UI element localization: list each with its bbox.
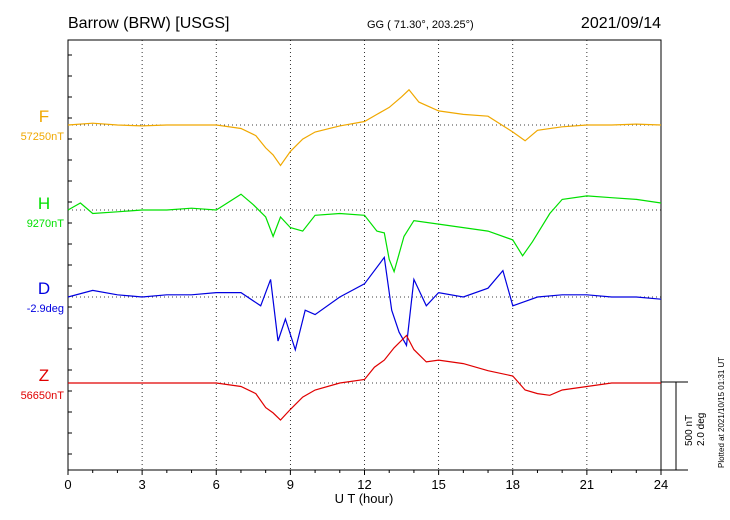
series-names: F H D Z — [38, 107, 50, 385]
coordinates-label: GG ( 71.30°, 203.25°) — [367, 19, 474, 31]
scale-bar: 500 nT 2.0 deg — [661, 381, 707, 471]
x-tick-label: 3 — [139, 477, 146, 492]
station-title: Barrow (BRW) [USGS] — [68, 15, 230, 32]
scale-nt-label: 500 nT — [684, 415, 695, 446]
x-tick-label: 6 — [213, 477, 220, 492]
series-line-Z — [68, 334, 661, 421]
series-baselines — [68, 124, 661, 384]
x-tick-label: 12 — [357, 477, 371, 492]
series-lines — [67, 88, 662, 421]
series-name-H: H — [38, 194, 50, 213]
series-name-F: F — [39, 107, 49, 126]
x-axis-ticks — [67, 54, 662, 475]
grid-lines — [141, 40, 588, 470]
x-tick-label: 15 — [431, 477, 445, 492]
x-tick-label: 0 — [64, 477, 71, 492]
series-name-D: D — [38, 279, 50, 298]
x-tick-label: 9 — [287, 477, 294, 492]
series-baseline-label-Z: 56650nT — [21, 390, 65, 402]
x-axis-label: U T (hour) — [335, 491, 394, 506]
series-baseline-label-H: 9270nT — [27, 218, 65, 230]
x-tick-label: 18 — [506, 477, 520, 492]
series-line-D — [67, 255, 662, 352]
scale-deg-label: 2.0 deg — [696, 413, 707, 446]
x-axis-tick-labels: 0 3 6 9 12 15 18 21 24 — [64, 477, 668, 492]
series-line-H — [67, 193, 662, 274]
x-tick-label: 21 — [580, 477, 594, 492]
series-baseline-label-F: 57250nT — [21, 131, 65, 143]
date-label: 2021/09/14 — [581, 15, 661, 32]
series-baseline-labels: 57250nT 9270nT -2.9deg 56650nT — [21, 131, 65, 402]
x-tick-label: 24 — [654, 477, 668, 492]
series-baseline-label-D: -2.9deg — [27, 303, 64, 315]
series-name-Z: Z — [39, 366, 49, 385]
series-line-F — [67, 88, 662, 167]
plotted-note: Plotted at 2021/10/15 01:31 UT — [717, 357, 726, 468]
